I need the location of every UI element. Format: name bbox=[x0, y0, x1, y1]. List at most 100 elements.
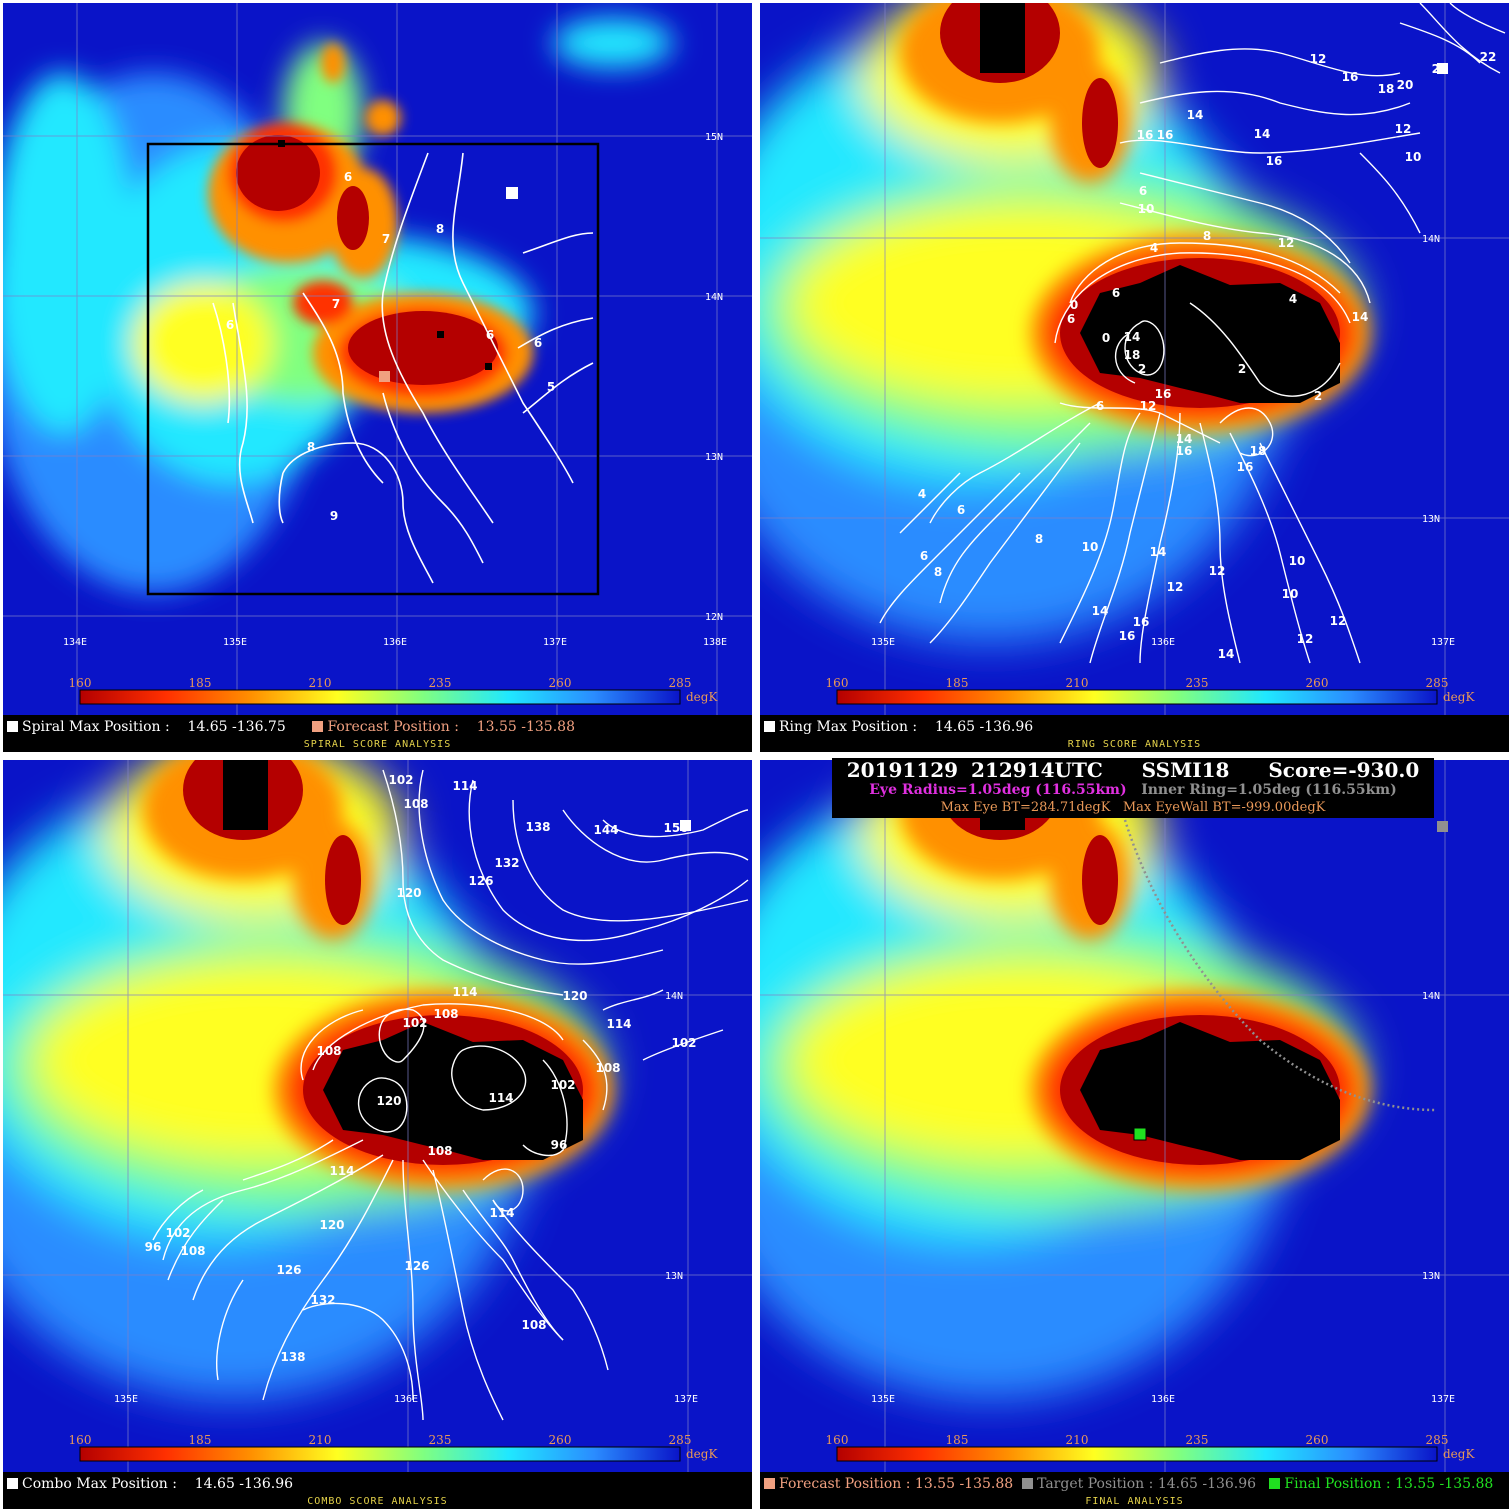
colorbar-unit: degK bbox=[1443, 1447, 1475, 1461]
contour-label: 6 bbox=[957, 503, 965, 517]
lon-label: 138E bbox=[703, 637, 727, 648]
colorbar-tick-label: 285 bbox=[1426, 1433, 1449, 1447]
colorbar-tick-label: 260 bbox=[549, 1433, 572, 1447]
contour-label: 6 bbox=[344, 170, 352, 184]
panel-caption: RING SCORE ANALYSIS bbox=[1067, 739, 1202, 750]
contour-label: 6 bbox=[534, 336, 542, 350]
spiral-max-position-marker bbox=[506, 187, 518, 199]
lon-label: 136E bbox=[1151, 1394, 1175, 1405]
contour-label: 120 bbox=[319, 1218, 344, 1232]
colorbar-tick-label: 160 bbox=[826, 676, 849, 690]
colorbar-tick-label: 235 bbox=[1186, 676, 1209, 690]
contour-label: 5 bbox=[547, 380, 555, 394]
lat-label: 14N bbox=[705, 292, 723, 303]
contour-label: 108 bbox=[521, 1318, 546, 1332]
contour-label: 14 bbox=[1176, 432, 1193, 446]
lon-label: 136E bbox=[383, 637, 407, 648]
contour-label: 144 bbox=[593, 823, 618, 837]
inner-ring-text: Inner Ring=1.05deg (116.55km) bbox=[1141, 782, 1397, 798]
contour-label: 7 bbox=[332, 297, 340, 311]
contour-label: 4 bbox=[1289, 292, 1297, 306]
green-square-icon bbox=[1269, 1478, 1281, 1489]
contour-label: 12 bbox=[1310, 52, 1327, 66]
ring-max-value: 14.65 -136.96 bbox=[934, 719, 1034, 735]
lat-label: 15N bbox=[705, 132, 723, 143]
contour-label: 14 bbox=[1187, 108, 1204, 122]
combo-score-panel: 102 108 114 138 144 150 132 126 120 114 … bbox=[3, 760, 752, 1509]
contour-label: 114 bbox=[606, 1017, 631, 1031]
header-time: 212914UTC bbox=[971, 758, 1103, 782]
spiral-local-max-marker bbox=[437, 331, 444, 338]
contour-label: 138 bbox=[280, 1350, 305, 1364]
spiral-max-label: Spiral Max Position : bbox=[22, 719, 170, 735]
target-label: Target Position : bbox=[1037, 1476, 1154, 1492]
contour-label: 16 bbox=[1119, 629, 1136, 643]
contour-label: 114 bbox=[489, 1206, 514, 1220]
colorbar-tick-label: 260 bbox=[1306, 676, 1329, 690]
contour-label: 16 bbox=[1237, 460, 1254, 474]
contour-label: 6 bbox=[1139, 184, 1147, 198]
lat-label: 13N bbox=[665, 1271, 683, 1282]
contour-label: 2 bbox=[1314, 389, 1322, 403]
contour-label: 6 bbox=[226, 318, 234, 332]
contour-label: 96 bbox=[551, 1138, 568, 1152]
final-positions-row: Forecast Position : 13.55 -135.88 Target… bbox=[764, 1476, 1493, 1494]
ring-score-map: 12 16 18 20 22 24 12 10 14 14 16 16 16 6… bbox=[760, 3, 1509, 715]
colorbar-tick-label: 210 bbox=[1066, 1433, 1089, 1447]
colorbar-tick-label: 185 bbox=[189, 676, 212, 690]
panel-caption: FINAL ANALYSIS bbox=[1085, 1496, 1184, 1507]
final-position-marker bbox=[1133, 1127, 1147, 1141]
lat-label: 13N bbox=[1422, 514, 1440, 525]
panel-footer: Combo Max Position : 14.65 -136.96 COMBO… bbox=[3, 1472, 752, 1509]
final-value: 13.55 -135.88 bbox=[1395, 1476, 1494, 1492]
lon-label: 134E bbox=[63, 637, 87, 648]
contour-label: 16 bbox=[1266, 154, 1283, 168]
colorbar-tick-label: 160 bbox=[69, 676, 92, 690]
colorbar-gradient bbox=[836, 1446, 1438, 1462]
contour-label: 114 bbox=[488, 1091, 513, 1105]
forecast-value: 13.55 -135.88 bbox=[914, 1476, 1014, 1492]
forecast-label: Forecast Position : bbox=[779, 1476, 911, 1492]
gray-square-icon bbox=[1022, 1478, 1034, 1489]
contour-label: 12 bbox=[1278, 236, 1295, 250]
colorbar-tick-label: 210 bbox=[1066, 676, 1089, 690]
combo-max-label: Combo Max Position : bbox=[22, 1476, 177, 1492]
lon-label: 136E bbox=[1151, 637, 1175, 648]
contour-label: 10 bbox=[1289, 554, 1306, 568]
contour-label: 12 bbox=[1297, 632, 1314, 646]
contour-label: 16 bbox=[1157, 128, 1174, 142]
ring-max-label: Ring Max Position : bbox=[779, 719, 918, 735]
lat-label: 13N bbox=[1422, 1271, 1440, 1282]
colorbar-tick-label: 185 bbox=[189, 1433, 212, 1447]
colorbar-tick-label: 285 bbox=[1426, 676, 1449, 690]
contour-label: 132 bbox=[310, 1293, 335, 1307]
colorbar-tick-label: 235 bbox=[1186, 1433, 1209, 1447]
contour-label: 6 bbox=[1112, 286, 1120, 300]
contour-label: 6 bbox=[486, 328, 494, 342]
white-square-icon bbox=[764, 721, 775, 732]
contour-label: 20 bbox=[1397, 78, 1414, 92]
colorbar-tick-label: 235 bbox=[429, 1433, 452, 1447]
contour-label: 12 bbox=[1167, 580, 1184, 594]
colorbar-tick-label: 260 bbox=[549, 676, 572, 690]
contour-label: 114 bbox=[329, 1164, 354, 1178]
contour-label: 18 bbox=[1250, 444, 1267, 458]
header-line-2: Eye Radius=1.05deg (116.55km) Inner Ring… bbox=[832, 782, 1434, 798]
contour-label: 102 bbox=[165, 1226, 190, 1240]
colorbar-gradient bbox=[79, 1446, 681, 1462]
final-label: Final Position : bbox=[1284, 1476, 1391, 1492]
contour-label: 108 bbox=[427, 1144, 452, 1158]
contour-label: 96 bbox=[145, 1240, 162, 1254]
contour-label: 16 bbox=[1342, 70, 1359, 84]
contour-label: 10 bbox=[1138, 202, 1155, 216]
contour-label: 14 bbox=[1218, 647, 1235, 661]
contour-label: 108 bbox=[316, 1044, 341, 1058]
contour-label: 14 bbox=[1254, 127, 1271, 141]
contour-label: 12 bbox=[1395, 122, 1412, 136]
colorbar-tick-label: 185 bbox=[946, 676, 969, 690]
contour-label: 8 bbox=[1035, 532, 1043, 546]
